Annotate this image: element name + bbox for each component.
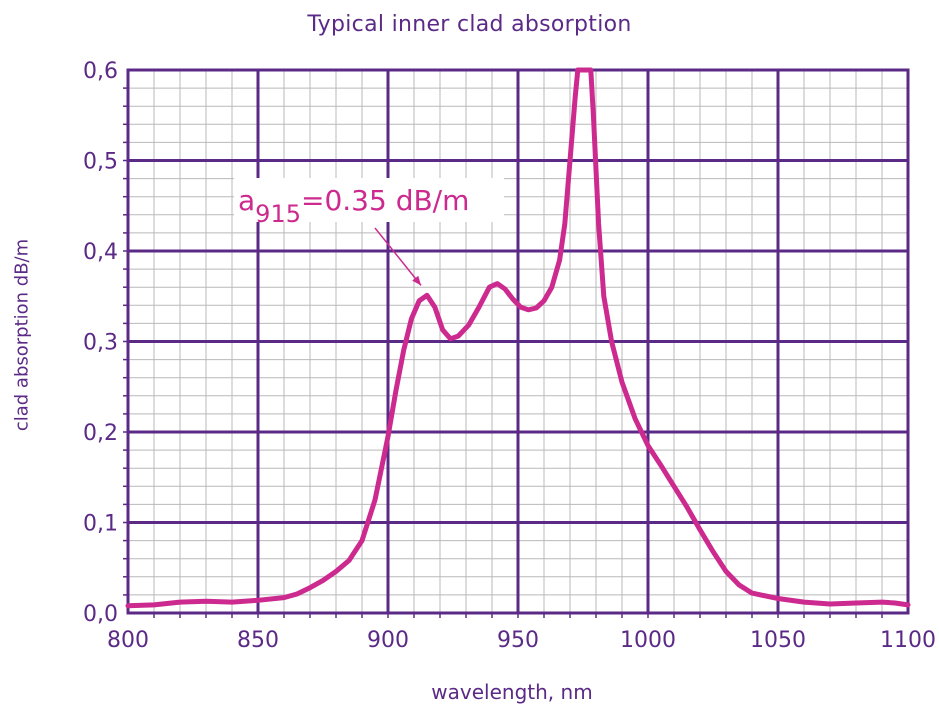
series-layer (125, 67, 911, 609)
x-tick-label: 1050 (750, 628, 806, 653)
x-tick-label: 950 (497, 628, 539, 653)
y-tick-label: 0,0 (83, 602, 118, 627)
annotation-arrow-head (412, 275, 421, 286)
annotation-bg (234, 178, 504, 222)
y-tick-label: 0,6 (83, 59, 118, 84)
annotation-layer: a915=0.35 dB/m (234, 178, 504, 286)
y-axis-label: clad absorption dB/m (11, 238, 33, 432)
x-axis-label: wavelength, nm (431, 680, 593, 704)
x-tick-label: 1000 (620, 628, 676, 653)
annotation-label: a915=0.35 dB/m (238, 184, 469, 228)
x-tick-label: 850 (237, 628, 279, 653)
x-tick-label: 1100 (880, 628, 936, 653)
x-tick-label: 900 (367, 628, 409, 653)
annotation-arrow-line (374, 227, 422, 286)
y-tick-label: 0,2 (83, 421, 118, 446)
x-tick-labels: 800 850 900 950 1000 1050 1100 (107, 628, 936, 653)
absorption-line (125, 67, 911, 609)
y-tick-label: 0,4 (83, 240, 118, 265)
y-tick-label: 0,5 (83, 150, 118, 175)
y-tick-label: 0,3 (83, 331, 118, 356)
y-tick-labels: 0,0 0,1 0,2 0,3 0,4 0,5 0,6 (83, 59, 118, 627)
chart-title: Typical inner clad absorption (307, 12, 632, 37)
major-grid (123, 68, 910, 618)
x-tick-label: 800 (107, 628, 149, 653)
y-tick-label: 0,1 (83, 512, 118, 537)
